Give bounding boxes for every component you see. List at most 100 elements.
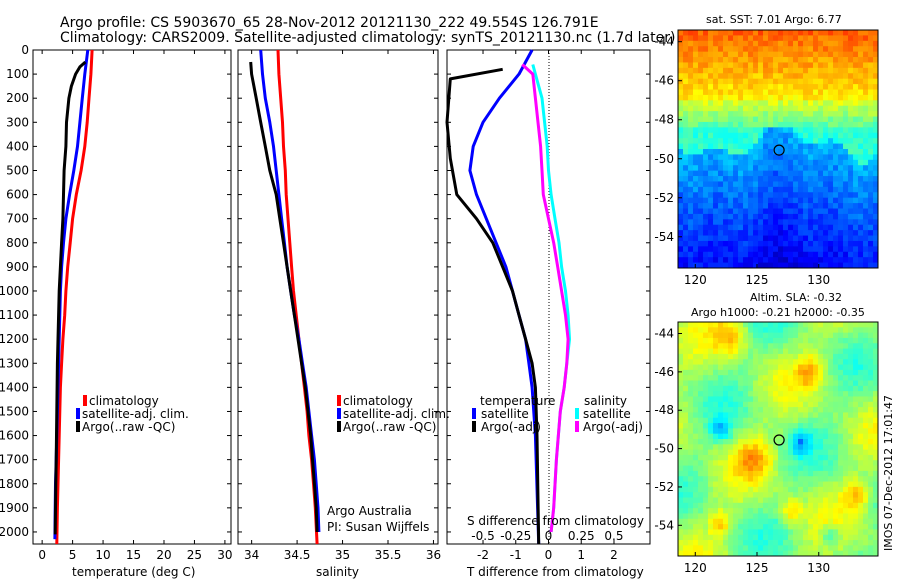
- heatmap-cell: [688, 94, 694, 101]
- heatmap-cell: [783, 84, 789, 90]
- x-tick-label: 0: [545, 548, 553, 562]
- heatmap-cell: [738, 476, 744, 482]
- heatmap-cell: [838, 513, 844, 520]
- heatmap-cell: [738, 465, 744, 472]
- heatmap-cell: [818, 57, 824, 63]
- heatmap-cell: [733, 246, 739, 253]
- heatmap-cell: [688, 208, 694, 215]
- heatmap-cell: [818, 545, 824, 552]
- heatmap-cell: [713, 40, 719, 47]
- heatmap-cell: [738, 369, 744, 376]
- heatmap-cell: [713, 51, 719, 58]
- heatmap-cell: [838, 192, 844, 199]
- heatmap-cell: [683, 78, 689, 85]
- heatmap-cell: [693, 385, 699, 392]
- heatmap-cell: [838, 454, 844, 461]
- heatmap-cell: [718, 540, 724, 546]
- heatmap-cell: [833, 401, 839, 408]
- heatmap-cell: [713, 380, 719, 387]
- heatmap-cell: [863, 380, 869, 387]
- heatmap-cell: [828, 230, 834, 236]
- heatmap-cell: [768, 73, 774, 80]
- heatmap-cell: [753, 230, 759, 236]
- heatmap-cell: [688, 57, 694, 63]
- heatmap-cell: [738, 240, 744, 247]
- heatmap-cell: [713, 35, 719, 42]
- heatmap-cell: [863, 497, 869, 504]
- heatmap-cell: [713, 540, 719, 546]
- heatmap-cell: [678, 470, 684, 477]
- heatmap-cell: [868, 423, 874, 429]
- heatmap-cell: [863, 192, 869, 199]
- heatmap-cell: [873, 213, 879, 220]
- heatmap-cell: [688, 149, 694, 155]
- heatmap-cell: [773, 322, 779, 328]
- x-tick-label: -1: [510, 548, 522, 562]
- heatmap-cell: [678, 401, 684, 408]
- heatmap-cell: [688, 62, 694, 69]
- heatmap-cell: [783, 444, 789, 451]
- heatmap-cell: [828, 502, 834, 509]
- heatmap-cell: [783, 417, 789, 424]
- heatmap-cell: [678, 149, 684, 155]
- heatmap-cell: [833, 454, 839, 461]
- heatmap-cell: [768, 208, 774, 215]
- heatmap-cell: [778, 396, 784, 403]
- heatmap-cell: [738, 67, 744, 74]
- heatmap-cell: [838, 545, 844, 552]
- heatmap-cell: [693, 159, 699, 166]
- heatmap-cell: [758, 322, 764, 328]
- heatmap-cell: [788, 465, 794, 472]
- heatmap-cell: [843, 235, 849, 242]
- heatmap-cell: [753, 176, 759, 182]
- temperature-series: [53, 49, 94, 545]
- heatmap-cell: [873, 138, 879, 144]
- heatmap-cell: [723, 417, 729, 424]
- heatmap-cell: [843, 262, 849, 269]
- heatmap-cell: [858, 105, 864, 112]
- heatmap-cell: [693, 224, 699, 231]
- heatmap-cell: [678, 154, 684, 161]
- heatmap-cell: [863, 337, 869, 344]
- heatmap-cell: [793, 337, 799, 344]
- heatmap-cell: [778, 492, 784, 498]
- heatmap-cell: [808, 454, 814, 461]
- heatmap-cell: [833, 181, 839, 188]
- heatmap-cell: [743, 84, 749, 90]
- heatmap-cell: [708, 208, 714, 215]
- heatmap-cell: [778, 46, 784, 53]
- heatmap-cell: [688, 545, 694, 552]
- heatmap-cell: [688, 380, 694, 387]
- heatmap-cell: [678, 428, 684, 435]
- heatmap-cell: [733, 203, 739, 209]
- heatmap-cell: [718, 545, 724, 552]
- heatmap-cell: [843, 337, 849, 344]
- heatmap-cell: [723, 213, 729, 220]
- heatmap-cell: [688, 30, 694, 36]
- heatmap-cell: [838, 159, 844, 166]
- heatmap-cell: [868, 534, 874, 541]
- heatmap-cell: [773, 385, 779, 392]
- heatmap-cell: [688, 332, 694, 339]
- heatmap-cell: [853, 476, 859, 482]
- heatmap-cell: [813, 159, 819, 166]
- map-y-tick-label: -54: [654, 518, 674, 532]
- heatmap-cell: [713, 375, 719, 381]
- heatmap-cell: [768, 240, 774, 247]
- heatmap-cell: [808, 73, 814, 80]
- heatmap-cell: [788, 251, 794, 258]
- sla-map-axes: 120 125 130-44-46-48-50-52-54: [654, 327, 830, 575]
- heatmap-cell: [858, 407, 864, 413]
- heatmap-cell: [748, 30, 754, 36]
- heatmap-cell: [838, 412, 844, 419]
- heatmap-cell: [743, 246, 749, 253]
- heatmap-cell: [818, 240, 824, 247]
- heatmap-cell: [813, 529, 819, 536]
- heatmap-cell: [678, 412, 684, 419]
- heatmap-cell: [698, 481, 704, 488]
- heatmap-cell: [823, 257, 829, 263]
- heatmap-cell: [803, 412, 809, 419]
- heatmap-cell: [858, 100, 864, 107]
- heatmap-cell: [703, 219, 709, 226]
- heatmap-cell: [748, 165, 754, 172]
